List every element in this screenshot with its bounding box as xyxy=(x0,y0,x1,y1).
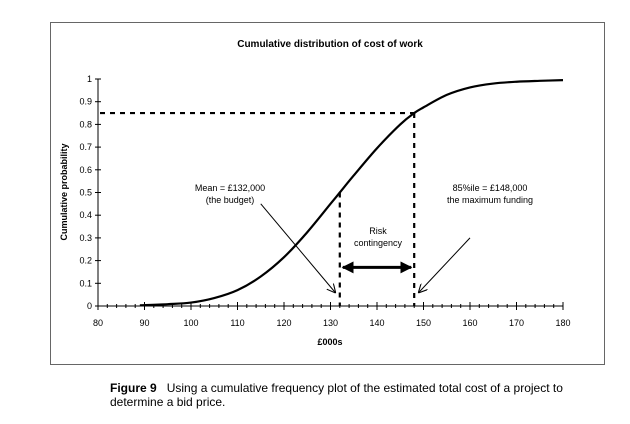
cdf-curve xyxy=(139,79,564,307)
risk-sublabel: contingency xyxy=(354,238,403,248)
p85-annotation-arrow xyxy=(419,237,471,292)
y-tick-label: 0.5 xyxy=(79,188,92,198)
chart-title: Cumulative distribution of cost of work xyxy=(237,39,423,50)
p85-sublabel: the maximum funding xyxy=(447,195,533,205)
caption-text: Using a cumulative frequency plot of the… xyxy=(110,381,563,409)
y-tick-label: 0.2 xyxy=(79,256,92,266)
x-tick-label: 160 xyxy=(462,318,477,328)
caption-label: Figure 9 xyxy=(110,381,157,395)
x-tick-label: 130 xyxy=(323,318,338,328)
y-tick-label: 0.6 xyxy=(79,165,92,175)
x-tick-label: 140 xyxy=(369,318,384,328)
y-tick-label: 0.9 xyxy=(79,97,92,107)
x-tick-label: 120 xyxy=(276,318,291,328)
x-tick-label: 100 xyxy=(183,318,198,328)
y-tick-label: 0.3 xyxy=(79,233,92,243)
y-tick-label: 0.1 xyxy=(79,278,92,288)
x-axis-label: £000s xyxy=(317,337,342,347)
y-axis-label: Cumulative probability xyxy=(59,143,69,240)
x-tick-label: 110 xyxy=(230,318,244,328)
x-tick-label: 80 xyxy=(93,318,103,328)
x-tick-label: 180 xyxy=(555,318,570,328)
chart-frame xyxy=(50,22,605,365)
mean-sublabel: (the budget) xyxy=(206,195,255,205)
y-tick-label: 0 xyxy=(87,301,92,311)
x-tick-label: 170 xyxy=(509,318,524,328)
p85-label: 85%ile = £148,000 xyxy=(453,183,528,193)
x-tick-label: 90 xyxy=(139,318,149,328)
mean-label: Mean = £132,000 xyxy=(195,183,265,193)
x-tick-label: 150 xyxy=(416,318,431,328)
risk-label: Risk xyxy=(369,226,387,236)
y-tick-label: 0.8 xyxy=(79,119,92,129)
y-tick-label: 0.4 xyxy=(79,210,92,220)
figure-caption: Figure 9 Using a cumulative frequency plo… xyxy=(110,381,610,409)
y-tick-label: 0.7 xyxy=(79,142,92,152)
y-tick-label: 1 xyxy=(87,74,92,84)
mean-annotation-arrow xyxy=(260,203,335,293)
